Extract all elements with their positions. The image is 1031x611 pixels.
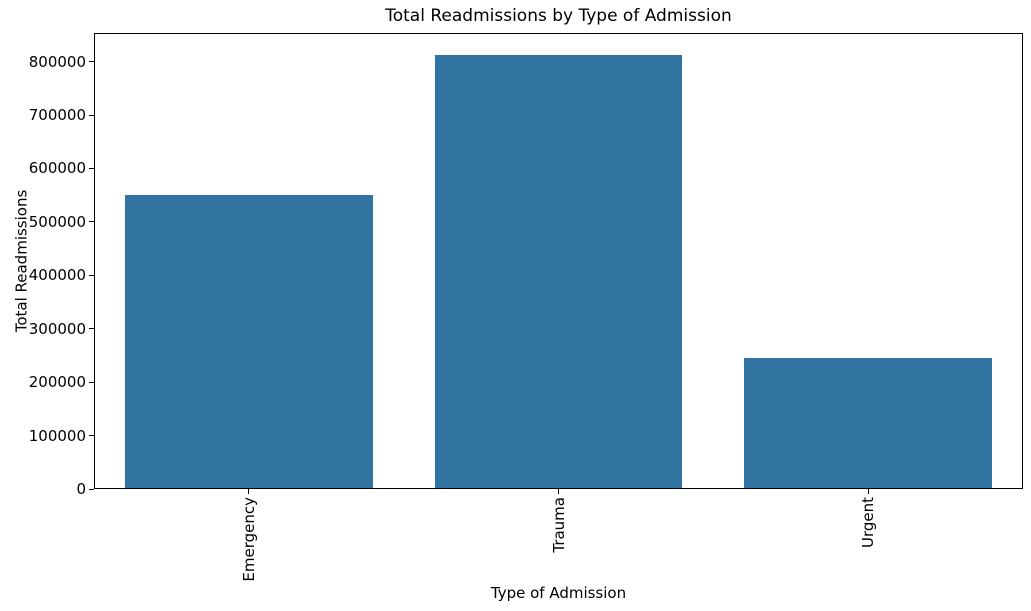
bar-emergency bbox=[124, 194, 373, 489]
chart-title: Total Readmissions by Type of Admission bbox=[385, 6, 732, 26]
y-tick bbox=[89, 435, 94, 437]
y-tick-label: 800000 bbox=[28, 52, 86, 71]
y-tick bbox=[89, 274, 94, 276]
y-tick bbox=[89, 167, 94, 169]
x-tick-label: Urgent bbox=[859, 497, 878, 549]
y-tick bbox=[89, 221, 94, 223]
y-tick bbox=[89, 488, 94, 490]
x-axis-label: Type of Admission bbox=[490, 584, 627, 602]
y-tick-label: 600000 bbox=[28, 159, 86, 178]
y-tick bbox=[89, 114, 94, 116]
y-tick-label: 400000 bbox=[28, 266, 86, 285]
y-tick bbox=[89, 381, 94, 383]
x-tick bbox=[248, 489, 250, 494]
y-tick bbox=[89, 328, 94, 330]
y-tick bbox=[89, 61, 94, 63]
x-tick-label: Trauma bbox=[549, 497, 568, 553]
y-tick-label: 100000 bbox=[28, 426, 86, 445]
y-tick-label: 700000 bbox=[28, 106, 86, 125]
x-tick bbox=[558, 489, 559, 494]
x-tick bbox=[867, 489, 869, 494]
y-tick-label: 500000 bbox=[28, 212, 86, 231]
y-axis-label-text: Total Readmissions bbox=[12, 189, 31, 333]
y-tick-label: 0 bbox=[76, 480, 86, 498]
y-axis-label: Total Readmissions bbox=[8, 33, 34, 489]
y-tick-label: 200000 bbox=[28, 373, 86, 392]
x-tick-label: Emergency bbox=[239, 497, 258, 582]
bar-urgent bbox=[744, 358, 993, 489]
bar-trauma bbox=[434, 54, 683, 489]
y-tick-label: 300000 bbox=[28, 319, 86, 338]
